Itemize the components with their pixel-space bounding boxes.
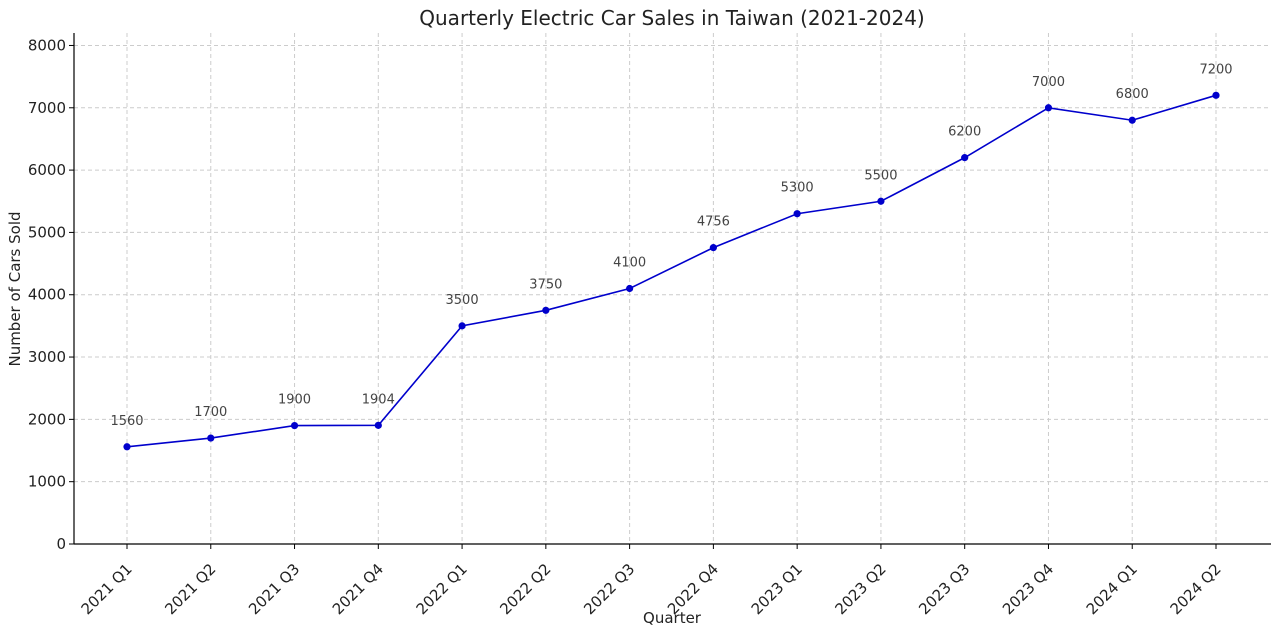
x-tick-label: 2021 Q2 (161, 560, 219, 618)
grid (74, 33, 1271, 545)
x-tick-label: 2024 Q1 (1083, 560, 1141, 618)
data-labels: 1560 1700 1900 1904 3500 3750 4100 4756 5300 5500… (110, 62, 1232, 428)
data-label: 1904 (362, 392, 395, 407)
data-point (290, 421, 299, 430)
data-point (1128, 116, 1136, 124)
data-label: 1900 (278, 393, 311, 408)
data-point (374, 421, 382, 429)
data-label: 1700 (194, 405, 227, 420)
x-tick-label: 2023 Q3 (915, 560, 973, 618)
data-point (1212, 91, 1220, 99)
x-tick-label: 2022 Q2 (496, 560, 554, 618)
data-point (207, 434, 215, 442)
y-axis-label: Number of Cars Sold (6, 211, 24, 366)
x-tick-label: 2021 Q4 (329, 560, 387, 618)
x-tick-label: 2022 Q3 (580, 560, 638, 618)
data-label: 7200 (1199, 62, 1232, 77)
data-label: 6200 (948, 125, 981, 140)
data-point (123, 443, 131, 451)
data-label: 4756 (697, 215, 730, 230)
y-tick-label: 3000 (28, 348, 66, 366)
data-point (961, 154, 969, 162)
x-tick-label: 2023 Q4 (999, 560, 1057, 618)
data-point (1044, 104, 1053, 112)
data-point (709, 244, 717, 252)
y-tick-label: 8000 (28, 36, 66, 54)
x-tick-label: 2021 Q1 (78, 560, 136, 618)
axes (73, 33, 1271, 545)
data-point (793, 210, 801, 218)
data-label: 3500 (446, 293, 479, 308)
data-label: 6800 (1116, 87, 1149, 102)
x-axis-label: Quarter (643, 609, 702, 627)
y-tick-label: 4000 (28, 286, 66, 304)
data-point (458, 322, 466, 330)
y-tick-label: 7000 (28, 99, 66, 117)
x-axis-ticks: 2021 Q1 2021 Q2 2021 Q3 2021 Q4 2022 Q1 2022 … (78, 544, 1225, 618)
data-point (542, 306, 550, 314)
y-tick-label: 2000 (28, 410, 66, 428)
x-tick-label: 2023 Q1 (748, 560, 806, 618)
data-label: 5300 (781, 181, 814, 196)
x-tick-label: 2022 Q1 (413, 560, 471, 618)
chart-title: Quarterly Electric Car Sales in Taiwan (… (419, 6, 924, 30)
data-point (626, 284, 634, 293)
data-label: 1560 (110, 414, 143, 429)
x-tick-label: 2023 Q2 (831, 560, 889, 618)
series-group (126, 94, 1217, 448)
data-points (123, 91, 1220, 451)
y-tick-label: 1000 (28, 473, 66, 491)
data-label: 7000 (1032, 75, 1065, 90)
x-tick-label: 2024 Q2 (1167, 560, 1225, 618)
data-label: 4100 (613, 256, 646, 271)
data-label: 3750 (529, 277, 562, 292)
y-axis-ticks: 0 1000 2000 3000 4000 5000 6000 7000 8000 (28, 36, 74, 553)
data-label: 5500 (864, 168, 897, 183)
data-point (877, 197, 885, 205)
y-tick-label: 6000 (28, 161, 66, 179)
y-tick-label: 0 (56, 535, 66, 553)
x-tick-label: 2021 Q3 (245, 560, 303, 618)
y-tick-label: 5000 (28, 223, 66, 241)
series-line (126, 94, 1217, 448)
